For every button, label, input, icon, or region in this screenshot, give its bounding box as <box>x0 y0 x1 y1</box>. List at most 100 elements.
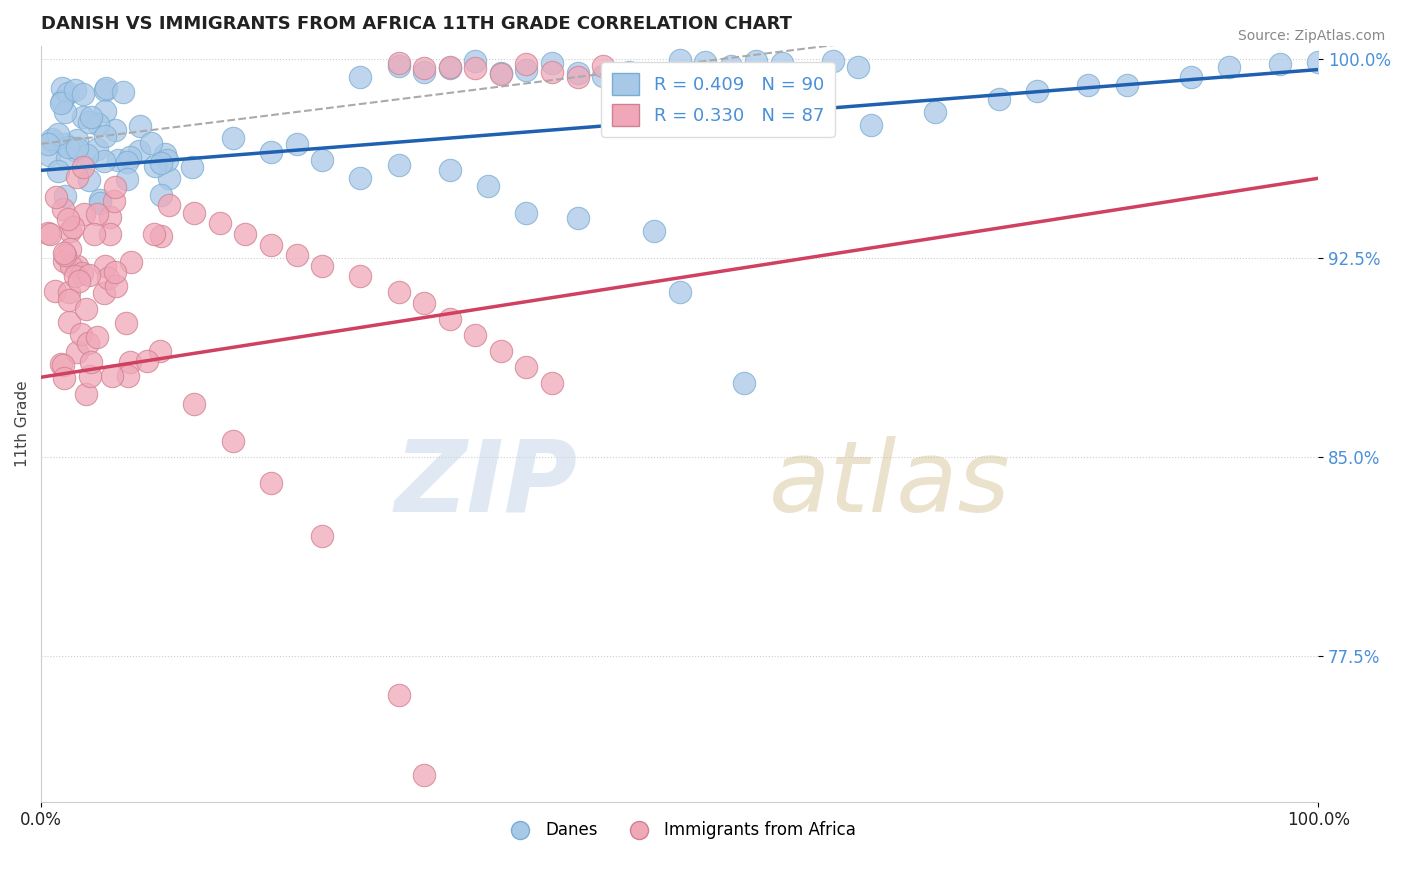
Point <box>848 61 870 75</box>
Point <box>77 268 100 282</box>
Point <box>48 163 70 178</box>
Point <box>183 206 205 220</box>
Point <box>73 207 96 221</box>
Point <box>89 193 111 207</box>
Point <box>285 136 308 151</box>
Point <box>668 54 690 68</box>
Point <box>120 254 142 268</box>
Point <box>720 59 742 73</box>
Point <box>80 111 103 125</box>
Point <box>567 70 589 84</box>
Point <box>235 227 257 241</box>
Point <box>58 315 80 329</box>
Point <box>439 61 461 75</box>
Point <box>98 227 121 241</box>
Point <box>150 229 173 244</box>
Point <box>80 355 103 369</box>
Point <box>157 171 180 186</box>
Point <box>643 68 665 82</box>
Point <box>1115 78 1137 93</box>
Point <box>41 132 63 146</box>
Point <box>617 65 640 79</box>
Point <box>311 153 333 167</box>
Point <box>617 67 640 81</box>
Point <box>860 118 883 132</box>
Point <box>285 248 308 262</box>
Point <box>72 160 94 174</box>
Point <box>86 143 108 157</box>
Point <box>183 397 205 411</box>
Point <box>439 60 461 74</box>
Point <box>464 54 486 68</box>
Point <box>66 344 89 359</box>
Point <box>181 160 204 174</box>
Point <box>89 195 111 210</box>
Point <box>66 133 89 147</box>
Point <box>413 61 436 75</box>
Point <box>592 69 614 83</box>
Point <box>93 285 115 300</box>
Point <box>94 103 117 118</box>
Point <box>1268 57 1291 71</box>
Point <box>157 198 180 212</box>
Point <box>111 85 134 99</box>
Point <box>100 369 122 384</box>
Point <box>48 127 70 141</box>
Point <box>120 150 142 164</box>
Point <box>208 216 231 230</box>
Point <box>149 344 172 359</box>
Point <box>66 170 89 185</box>
Point <box>60 259 83 273</box>
Point <box>1180 70 1202 85</box>
Point <box>260 476 283 491</box>
Point <box>53 189 76 203</box>
Point <box>77 173 100 187</box>
Point <box>51 81 73 95</box>
Point <box>53 248 76 262</box>
Point <box>349 269 371 284</box>
Point <box>107 153 129 167</box>
Point <box>45 189 67 203</box>
Point <box>464 62 486 76</box>
Point <box>489 66 512 80</box>
Point <box>51 94 73 108</box>
Point <box>75 302 97 317</box>
Point <box>94 82 117 96</box>
Point <box>149 156 172 170</box>
Point <box>65 144 87 158</box>
Point <box>129 119 152 133</box>
Point <box>349 171 371 186</box>
Point <box>143 159 166 173</box>
Point <box>117 368 139 383</box>
Point <box>541 65 564 79</box>
Point <box>51 357 73 371</box>
Point <box>388 55 411 70</box>
Legend: Danes, Immigrants from Africa: Danes, Immigrants from Africa <box>496 814 863 847</box>
Point <box>104 123 127 137</box>
Point <box>413 768 436 782</box>
Point <box>52 253 75 268</box>
Point <box>67 274 90 288</box>
Point <box>97 271 120 285</box>
Point <box>53 105 76 120</box>
Point <box>733 376 755 390</box>
Point <box>142 227 165 242</box>
Point <box>149 188 172 202</box>
Point <box>221 131 243 145</box>
Point <box>55 151 77 165</box>
Point <box>388 285 411 300</box>
Point <box>643 224 665 238</box>
Point <box>86 206 108 220</box>
Point <box>567 211 589 225</box>
Point <box>477 179 499 194</box>
Point <box>65 83 87 97</box>
Text: ZIP: ZIP <box>395 435 578 533</box>
Point <box>83 227 105 242</box>
Point <box>311 529 333 543</box>
Point <box>388 689 411 703</box>
Point <box>69 326 91 341</box>
Point <box>413 296 436 310</box>
Point <box>103 194 125 208</box>
Point <box>128 145 150 159</box>
Point <box>515 359 537 374</box>
